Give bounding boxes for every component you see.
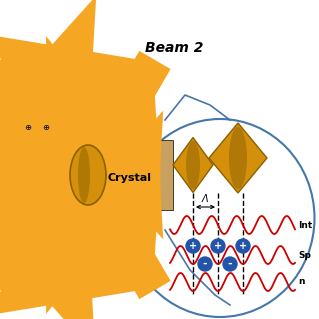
Polygon shape bbox=[209, 123, 267, 193]
Text: Int: Int bbox=[298, 220, 312, 229]
Ellipse shape bbox=[70, 145, 106, 205]
Circle shape bbox=[211, 239, 225, 253]
Text: -: - bbox=[203, 259, 207, 269]
Bar bbox=[78, 140, 173, 210]
Circle shape bbox=[186, 239, 200, 253]
Text: +: + bbox=[214, 241, 222, 251]
Circle shape bbox=[223, 257, 237, 271]
Text: -: - bbox=[228, 259, 232, 269]
Text: ⊕: ⊕ bbox=[42, 123, 49, 132]
Ellipse shape bbox=[78, 147, 90, 203]
Text: +: + bbox=[239, 241, 247, 251]
Text: Beam 2: Beam 2 bbox=[145, 41, 204, 55]
Text: Sp: Sp bbox=[298, 250, 311, 259]
Ellipse shape bbox=[186, 141, 200, 189]
Ellipse shape bbox=[229, 127, 247, 189]
Text: n: n bbox=[298, 278, 305, 286]
Text: +: + bbox=[189, 241, 197, 251]
Text: Crystal: Crystal bbox=[108, 173, 152, 183]
Circle shape bbox=[198, 257, 212, 271]
Polygon shape bbox=[173, 137, 213, 192]
Circle shape bbox=[236, 239, 250, 253]
Text: Λ: Λ bbox=[202, 194, 208, 204]
Text: ⊕: ⊕ bbox=[25, 123, 32, 132]
